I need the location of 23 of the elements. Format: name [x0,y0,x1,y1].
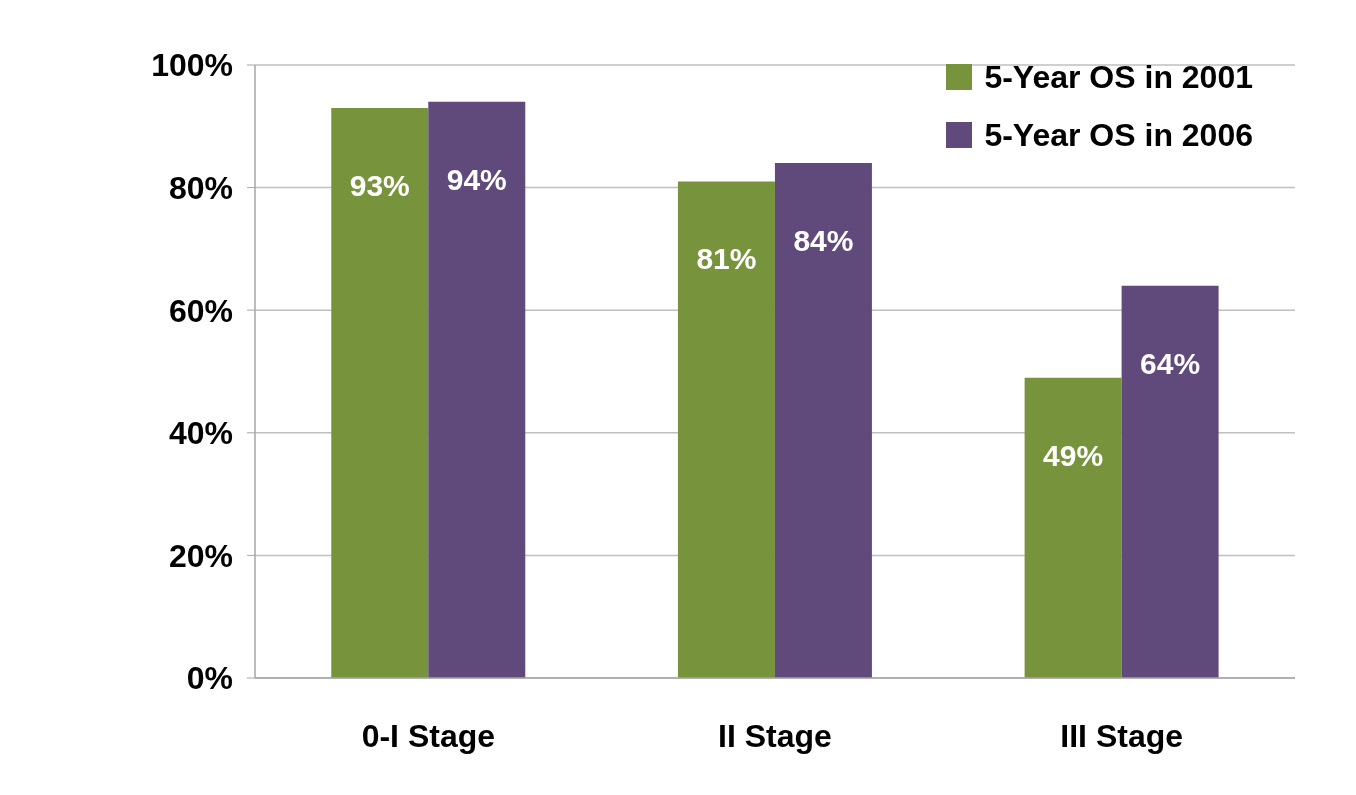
data-label: 81% [696,242,757,276]
bar [677,181,775,678]
y-tick-label: 20% [168,537,233,574]
x-tick-label: III Stage [1060,717,1184,754]
legend-label: 5-Year OS in 2001 [984,58,1253,96]
bar [428,101,526,678]
data-label: 49% [1043,438,1104,472]
y-tick-label: 0% [186,660,233,697]
bar [1024,377,1122,678]
data-label: 84% [793,224,854,257]
x-tick-label: II Stage [718,717,832,754]
legend-label: 5-Year OS in 2006 [984,116,1253,154]
bar [331,107,429,678]
bar [1121,285,1219,678]
x-tick-label: 0-I Stage [361,717,496,754]
data-label: 93% [349,168,410,202]
bar [774,163,872,678]
y-tick-label: 80% [168,169,233,206]
y-tick-label: 60% [168,292,233,329]
data-label: 94% [446,162,507,196]
y-tick-label: 40% [168,415,233,452]
y-tick-label: 100% [151,47,233,84]
data-label: 64% [1140,346,1201,380]
